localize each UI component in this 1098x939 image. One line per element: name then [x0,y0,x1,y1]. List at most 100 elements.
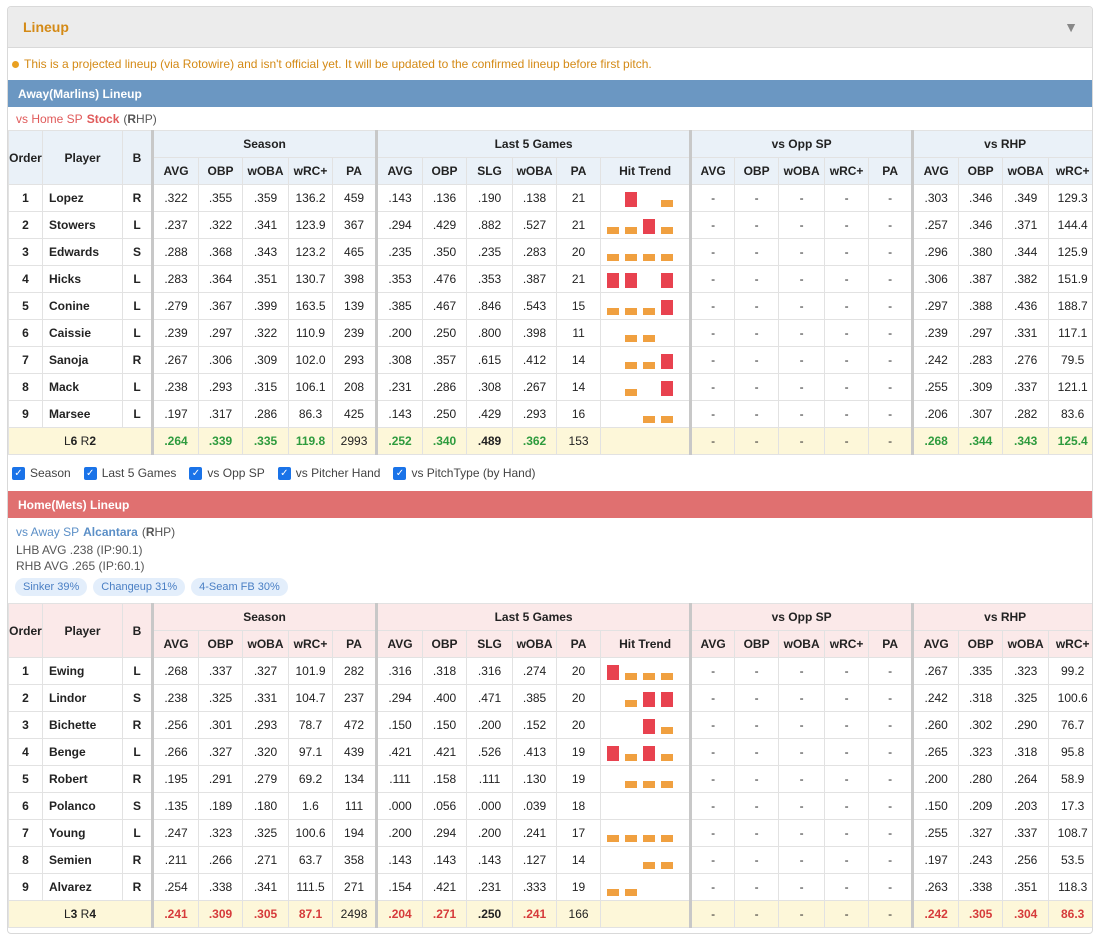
last5-col-header[interactable]: PA [556,157,602,185]
player-name[interactable]: Polanco [42,792,123,820]
season-col-header[interactable]: AVG [151,630,199,658]
last5-col-header[interactable]: wOBA [512,630,558,658]
pitch-type-pill[interactable]: Changeup 31% [93,578,186,596]
filter-checkbox[interactable]: ✓ vs Opp SP [189,466,265,480]
player-name[interactable]: Alvarez [42,873,123,901]
season-col-header[interactable]: OBP [198,630,243,658]
player-header[interactable]: Player [42,603,123,658]
player-row[interactable]: 5 Conine L .279.367.399 163.5 139.385.467.846… [8,292,1092,320]
player-row[interactable]: 8 Mack L .238.293.315 106.1 208.231.286.308.2… [8,373,1092,401]
vs-hand-col-header[interactable]: AVG [911,157,960,185]
player-name[interactable]: Sanoja [42,346,123,374]
vs-hand-col-header[interactable]: OBP [958,630,1004,658]
filter-checkbox[interactable]: ✓ vs PitchType (by Hand) [393,466,536,480]
opp-sp-col-header[interactable]: AVG [689,157,736,185]
bats-header[interactable]: B [122,603,153,658]
pitch-type-pill[interactable]: Sinker 39% [15,578,88,596]
vs-hand-col-header[interactable]: wRC+ [1048,157,1092,185]
last5-stat: .398 [512,319,558,347]
opp-sp-col-header[interactable]: wRC+ [824,157,870,185]
opp-sp-col-header[interactable]: OBP [734,157,780,185]
collapse-toggle-icon[interactable]: ▼ [1064,19,1078,35]
season-col-header[interactable]: AVG [151,157,199,185]
last5-col-header[interactable]: AVG [375,630,424,658]
player-name[interactable]: Benge [42,738,123,766]
last5-col-header[interactable]: PA [556,630,602,658]
player-name[interactable]: Lopez [42,184,123,212]
checkbox-checked-icon[interactable]: ✓ [189,466,203,480]
checkbox-checked-icon[interactable]: ✓ [83,466,97,480]
checkbox-checked-icon[interactable]: ✓ [12,466,25,480]
player-row[interactable]: 7 Sanoja R .267.306.309 102.0 293.308.357.615… [8,346,1092,374]
season-col-header[interactable]: wOBA [242,157,289,185]
last5-col-header[interactable]: SLG [466,157,514,185]
player-name[interactable]: Ewing [42,657,123,685]
opp-sp-col-header[interactable]: PA [868,630,914,658]
order-header[interactable]: Order [8,603,43,658]
filter-checkbox[interactable]: ✓ Last 5 Games [83,466,176,480]
player-row[interactable]: 1 Ewing L .268.337.327 101.9 282.316.318.316.… [8,657,1092,685]
opp-sp-col-header[interactable]: AVG [689,630,736,658]
player-row[interactable]: 4 Benge L .266.327.320 97.1 439.421.421.526.4… [8,738,1092,766]
opp-sp-col-header[interactable]: wOBA [778,630,826,658]
player-row[interactable]: 3 Bichette R .256.301.293 78.7 472.150.150.20… [8,711,1092,739]
vs-hand-col-header[interactable]: AVG [911,630,960,658]
away-sp-name[interactable]: Stock [86,111,120,126]
season-col-header[interactable]: PA [331,630,378,658]
opp-sp-col-header[interactable]: wOBA [778,157,826,185]
last5-col-header[interactable]: Hit Trend [600,630,692,658]
player-row[interactable]: 7 Young L .247.323.325 100.6 194.200.294.200.… [8,819,1092,847]
player-row[interactable]: 3 Edwards S .288.368.343 123.2 465.235.350.23… [8,238,1092,266]
checkbox-checked-icon[interactable]: ✓ [393,466,407,480]
vs-hand-col-header[interactable]: OBP [958,157,1004,185]
player-name[interactable]: Mack [42,373,123,401]
player-name[interactable]: Bichette [42,711,123,739]
vs-hand-col-header[interactable]: wOBA [1002,630,1050,658]
home-sp-name[interactable]: Alcantara [83,525,138,539]
player-name[interactable]: Conine [42,292,123,320]
filter-checkbox[interactable]: ✓ vs Pitcher Hand [277,466,380,480]
player-name[interactable]: Edwards [42,238,123,266]
panel-header[interactable]: Lineup ▼ [8,7,1092,48]
player-name[interactable]: Hicks [42,265,123,293]
last5-col-header[interactable]: AVG [375,157,424,185]
season-col-header[interactable]: OBP [198,157,243,185]
player-name[interactable]: Robert [42,765,123,793]
pitch-type-pill[interactable]: 4-Seam FB 30% [191,578,288,596]
season-col-header[interactable]: wRC+ [288,157,333,185]
player-name[interactable]: Young [42,819,123,847]
player-row[interactable]: 2 Lindor S .238.325.331 104.7 237.294.400.471… [8,684,1092,712]
player-name[interactable]: Semien [42,846,123,874]
bats-header[interactable]: B [122,130,153,185]
player-row[interactable]: 2 Stowers L .237.322.341 123.9 367.294.429.88… [8,211,1092,239]
player-row[interactable]: 6 Caissie L .239.297.322 110.9 239.200.250.80… [8,319,1092,347]
player-name[interactable]: Lindor [42,684,123,712]
opp-sp-col-header[interactable]: OBP [734,630,780,658]
player-row[interactable]: 9 Marsee L .197.317.286 86.3 425.143.250.429.… [8,400,1092,428]
opp-sp-col-header[interactable]: wRC+ [824,630,870,658]
player-row[interactable]: 5 Robert R .195.291.279 69.2 134.111.158.111.… [8,765,1092,793]
opp-sp-col-header[interactable]: PA [868,157,914,185]
vs-hand-col-header[interactable]: wOBA [1002,157,1050,185]
filter-checkbox[interactable]: ✓ Season [12,466,71,480]
player-row[interactable]: 1 Lopez R .322.355.359 136.2 459.143.136.190.… [8,184,1092,212]
last5-col-header[interactable]: wOBA [512,157,558,185]
vs-hand-col-header[interactable]: wRC+ [1048,630,1092,658]
player-row[interactable]: 9 Alvarez R .254.338.341 111.5 271.154.421.23… [8,873,1092,901]
checkbox-checked-icon[interactable]: ✓ [277,466,291,480]
last5-col-header[interactable]: OBP [422,157,468,185]
season-col-header[interactable]: wOBA [242,630,289,658]
season-col-header[interactable]: PA [331,157,378,185]
player-row[interactable]: 6 Polanco S .135.189.180 1.6 111.000.056.000.… [8,792,1092,820]
player-name[interactable]: Marsee [42,400,123,428]
season-col-header[interactable]: wRC+ [288,630,333,658]
last5-col-header[interactable]: Hit Trend [600,157,692,185]
player-name[interactable]: Stowers [42,211,123,239]
player-name[interactable]: Caissie [42,319,123,347]
player-header[interactable]: Player [42,130,123,185]
order-header[interactable]: Order [8,130,43,185]
last5-col-header[interactable]: SLG [466,630,514,658]
last5-col-header[interactable]: OBP [422,630,468,658]
player-row[interactable]: 4 Hicks L .283.364.351 130.7 398.353.476.353.… [8,265,1092,293]
player-row[interactable]: 8 Semien R .211.266.271 63.7 358.143.143.143.… [8,846,1092,874]
